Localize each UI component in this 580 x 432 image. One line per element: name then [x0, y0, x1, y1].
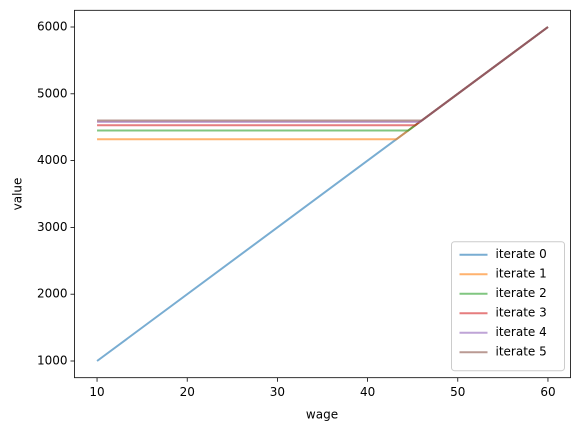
y-tick-label: 6000	[37, 20, 68, 34]
legend-label: iterate 1	[496, 267, 547, 281]
x-tick-label: 30	[270, 385, 285, 399]
series-line	[97, 26, 549, 123]
x-tick-label: 10	[89, 385, 104, 399]
y-tick-label: 4000	[37, 153, 68, 167]
legend-label: iterate 3	[496, 306, 547, 320]
y-axis-label: value	[11, 178, 25, 211]
x-axis-label: wage	[306, 408, 338, 422]
legend-label: iterate 5	[496, 345, 547, 359]
x-tick-label: 20	[180, 385, 195, 399]
legend: iterate 0 iterate 1 iterate 2 iterate 3 iter…	[451, 241, 565, 372]
series-line	[97, 26, 549, 132]
y-tick-label: 3000	[37, 220, 68, 234]
y-tick-label: 1000	[37, 354, 68, 368]
x-tick-label: 60	[540, 385, 555, 399]
x-tick-label: 50	[450, 385, 465, 399]
y-tick-label: 2000	[37, 287, 68, 301]
legend-label: iterate 2	[496, 286, 547, 300]
axes-frame	[74, 9, 571, 379]
x-tick-label: 40	[360, 385, 375, 399]
legend-label: iterate 4	[496, 325, 547, 339]
y-tick-label: 5000	[37, 86, 68, 100]
series-line	[97, 26, 549, 122]
legend-label: iterate 0	[496, 247, 547, 261]
